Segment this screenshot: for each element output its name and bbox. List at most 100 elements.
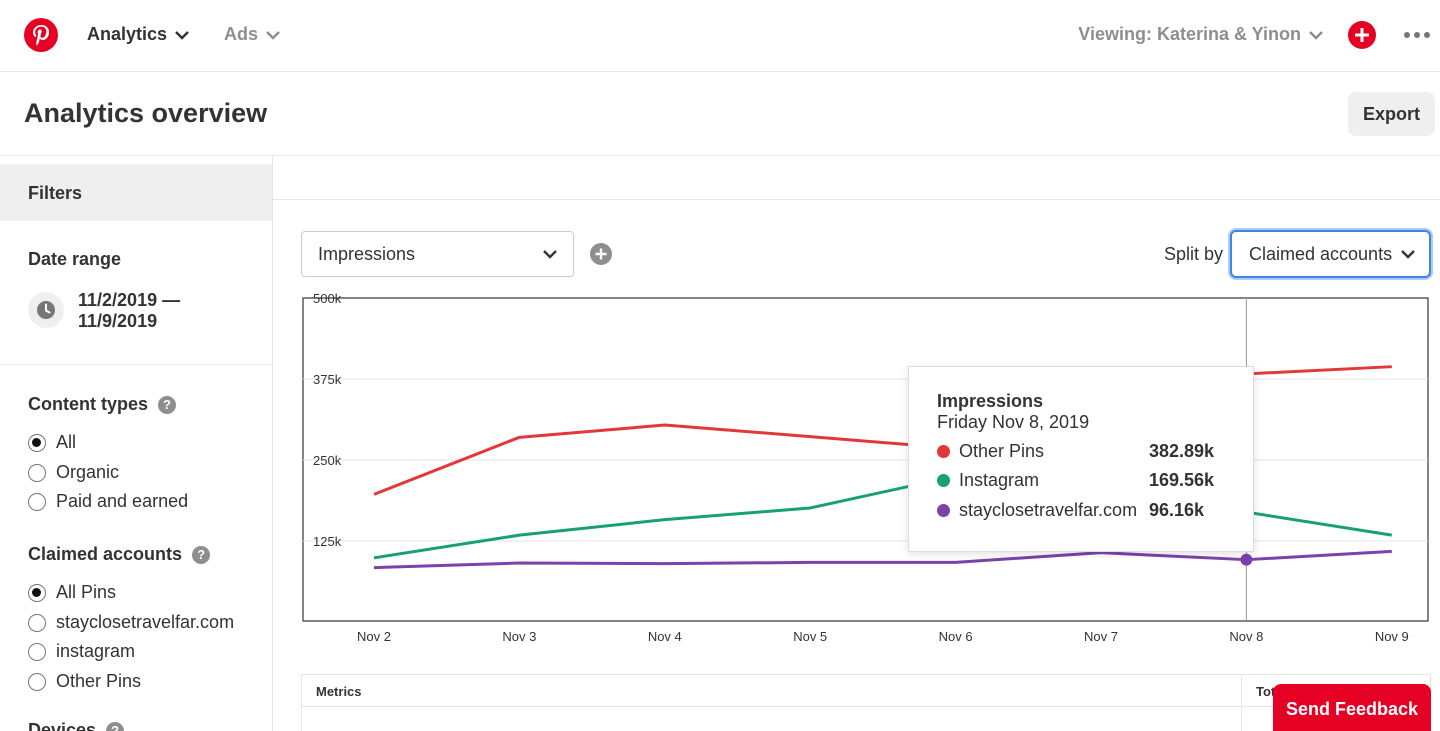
devices-label: Devices ?: [28, 720, 125, 731]
claimed-accounts-label-text: Claimed accounts: [28, 544, 183, 564]
date-range-label-text: Date range: [28, 249, 122, 269]
filters-header: Filters: [0, 164, 272, 221]
radio-label: All: [56, 432, 77, 452]
metric-select[interactable]: Impressions: [301, 231, 574, 277]
ellipsis-dot: [1424, 32, 1430, 38]
date-start: 11/2/2019 —: [78, 290, 181, 310]
radio-label: Organic: [56, 462, 120, 482]
chevron-down-icon: [266, 30, 280, 40]
send-feedback-button[interactable]: Send Feedback: [1273, 684, 1431, 731]
chevron-down-icon: [1309, 30, 1323, 40]
metrics-table: Metrics Tot: [301, 674, 1431, 731]
chevron-down-icon: [175, 30, 189, 40]
radio-account-all-pins[interactable]: All Pins: [28, 582, 116, 603]
radio-content-paid[interactable]: Paid and earned: [28, 491, 188, 512]
sidebar-divider: [0, 364, 272, 365]
ellipsis-icon: [1404, 32, 1410, 38]
radio-account-instagram[interactable]: instagram: [28, 641, 135, 662]
account-switcher[interactable]: Viewing: Katerina & Yinon: [1078, 24, 1323, 45]
tooltip-series-value: 169.56k: [1149, 470, 1215, 490]
legend-dot: [937, 504, 950, 517]
chevron-down-icon: [1401, 250, 1415, 259]
pinterest-logo-icon[interactable]: [24, 18, 58, 52]
ellipsis-dot: [1414, 32, 1420, 38]
export-button[interactable]: Export: [1348, 92, 1435, 136]
radio-button: [28, 583, 46, 602]
nav-ads[interactable]: Ads: [224, 24, 280, 45]
add-metric-button[interactable]: [590, 243, 612, 265]
top-bar: Analytics Ads Viewing: Katerina & Yinon: [0, 0, 1440, 72]
legend-dot: [937, 445, 950, 458]
radio-content-all[interactable]: All: [28, 432, 76, 453]
x-tick-label: Nov 5: [793, 629, 827, 644]
tooltip-series-name: stayclosetravelfar.com: [959, 500, 1138, 520]
radio-button: [28, 613, 46, 632]
devices-label-text: Devices: [28, 720, 97, 731]
date-end: 11/9/2019: [78, 311, 158, 331]
radio-account-website[interactable]: stayclosetravelfar.com: [28, 612, 234, 633]
x-tick-label: Nov 2: [357, 629, 391, 644]
plus-icon: [1355, 28, 1369, 42]
tooltip-row: Instagram 169.56k: [937, 470, 1227, 491]
x-tick-label: Nov 6: [939, 629, 973, 644]
split-by-value: Claimed accounts: [1249, 243, 1393, 264]
nav-ads-label: Ads: [224, 24, 259, 44]
series-point[interactable]: [1240, 553, 1253, 566]
radio-button: [28, 433, 46, 452]
impressions-line-chart[interactable]: 500k 375k 250k 125k Nov 2 Nov 3 Nov 4 Nov 5 Nov …: [273, 290, 1440, 650]
help-icon[interactable]: ?: [192, 545, 211, 564]
chart-tooltip: Impressions Friday Nov 8, 2019 Other Pin…: [908, 366, 1254, 552]
tooltip-series-name: Instagram: [959, 470, 1040, 490]
split-by-label: Split by: [1164, 244, 1224, 264]
date-range-picker-button[interactable]: [28, 292, 64, 328]
y-tick-label: 250k: [313, 453, 342, 468]
radio-content-organic[interactable]: Organic: [28, 462, 119, 483]
radio-label: instagram: [56, 641, 136, 661]
radio-button: [28, 492, 46, 511]
x-tick-label: Nov 3: [502, 629, 536, 644]
tooltip-row: Other Pins 382.89k: [937, 441, 1227, 462]
radio-account-other-pins[interactable]: Other Pins: [28, 671, 141, 692]
tooltip-row: stayclosetravelfar.com 96.16k: [937, 500, 1227, 521]
x-tick-label: Nov 4: [648, 629, 682, 644]
header-divider: [0, 155, 1440, 156]
create-button[interactable]: [1348, 21, 1376, 49]
split-by-select[interactable]: Claimed accounts: [1230, 230, 1431, 278]
radio-button: [28, 642, 46, 661]
tooltip-series-value: 382.89k: [1149, 441, 1215, 461]
main-divider: [273, 199, 1440, 200]
total-column-header[interactable]: Tot: [1256, 684, 1276, 699]
tooltip-title: Impressions: [937, 391, 1044, 411]
radio-button: [28, 672, 46, 691]
radio-label: stayclosetravelfar.com: [56, 612, 235, 632]
metrics-column-header[interactable]: Metrics: [316, 684, 362, 699]
x-tick-label: Nov 7: [1084, 629, 1118, 644]
content-types-label-text: Content types: [28, 394, 149, 414]
series-line[interactable]: [373, 549, 1392, 570]
metric-select-value: Impressions: [318, 243, 416, 264]
y-tick-label: 125k: [313, 534, 342, 549]
metrics-table-header: Metrics Tot: [302, 675, 1430, 707]
help-icon[interactable]: ?: [158, 395, 177, 414]
account-switcher-label: Viewing: Katerina & Yinon: [1078, 24, 1301, 44]
tooltip-series-value: 96.16k: [1149, 500, 1205, 520]
chevron-down-icon: [543, 250, 557, 259]
tooltip-series-name: Other Pins: [959, 441, 1045, 461]
nav-analytics[interactable]: Analytics: [87, 24, 189, 45]
more-options-button[interactable]: [1404, 32, 1430, 38]
radio-label: Paid and earned: [56, 491, 189, 511]
date-range-label: Date range: [28, 249, 121, 270]
legend-dot: [937, 474, 950, 487]
date-range-value[interactable]: 11/2/2019 — 11/9/2019: [78, 290, 180, 332]
page-title: Analytics overview: [24, 98, 268, 128]
radio-label: Other Pins: [56, 671, 142, 691]
y-tick-label: 500k: [313, 291, 342, 306]
content-types-label: Content types ?: [28, 394, 177, 415]
x-tick-label: Nov 9: [1375, 629, 1409, 644]
tooltip-date: Friday Nov 8, 2019: [937, 412, 1090, 432]
clock-icon: [37, 301, 55, 319]
y-tick-label: 375k: [313, 372, 342, 387]
help-icon[interactable]: ?: [106, 721, 125, 731]
radio-button: [28, 463, 46, 482]
filters-sidebar: Filters Date range 11/2/2019 — 11/9/2019…: [0, 156, 273, 731]
